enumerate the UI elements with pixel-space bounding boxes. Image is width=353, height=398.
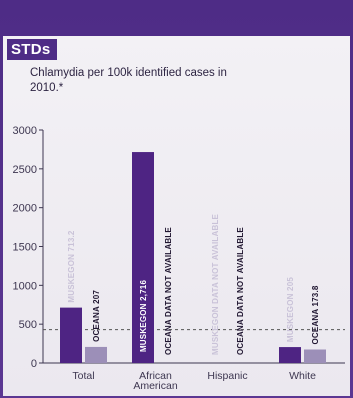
y-tick-label: 3000 xyxy=(13,125,37,137)
y-tick-label: 0 xyxy=(31,358,37,370)
y-tick-label: 500 xyxy=(19,319,37,331)
x-category-label: White xyxy=(289,370,316,382)
bar-oceana-0 xyxy=(85,346,107,363)
chart-title: STDs xyxy=(7,39,57,60)
y-tick-label: 1500 xyxy=(13,242,37,254)
bar-label-oceana-3: OCEANA 173.8 xyxy=(311,285,320,344)
y-tick-label: 2000 xyxy=(13,203,37,215)
x-category-label: American xyxy=(133,380,178,392)
y-tick-label: 2500 xyxy=(13,164,37,176)
bar-muskegon-0 xyxy=(60,307,82,363)
bar-muskegon-1 xyxy=(132,152,154,363)
chart-subtitle: Chlamydia per 100k identified cases in 2… xyxy=(30,67,227,94)
y-tick-label: 1000 xyxy=(13,280,37,292)
bar-label-oceana-1: OCEANA DATA NOT AVAILABLE xyxy=(164,227,173,355)
x-category-label: Total xyxy=(72,370,94,382)
bar-label-muskegon-0: MUSKEGON 713.2 xyxy=(67,230,76,303)
x-category-label: Hispanic xyxy=(207,370,247,382)
bar-oceana-3 xyxy=(304,349,326,363)
bar-label-oceana-2: OCEANA DATA NOT AVAILABLE xyxy=(236,227,245,355)
bar-label-muskegon-3: MUSKEGON 205 xyxy=(286,277,295,342)
bar-label-oceana-0: OCEANA 207 xyxy=(92,290,101,342)
bar-label-muskegon-1: MUSKEGON 2,716 xyxy=(139,280,148,353)
bar-label-muskegon-2: MUSKEGON DATA NOT AVAILABLE xyxy=(211,213,220,355)
chart-bars xyxy=(60,152,326,363)
chart-bar-labels: MUSKEGON 713.2 OCEANA 207 MUSKEGON 2,716 OC… xyxy=(67,213,320,355)
bar-muskegon-3 xyxy=(279,347,301,363)
x-category-label: African xyxy=(139,370,172,382)
